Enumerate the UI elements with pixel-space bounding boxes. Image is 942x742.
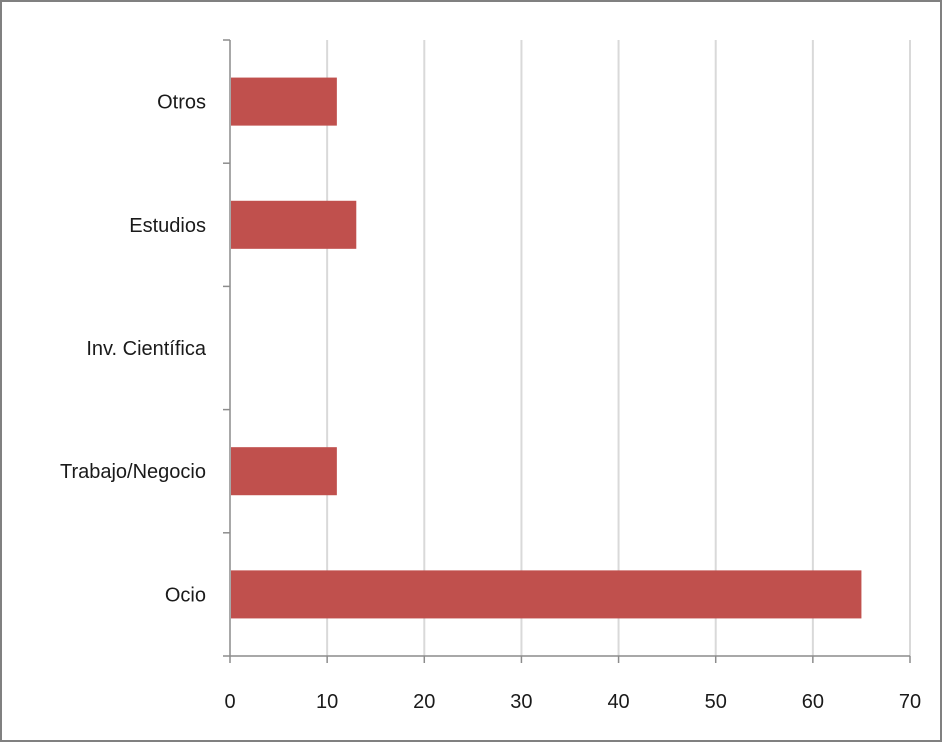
y-category-label: Ocio [165,584,206,606]
tick-labels: 0 10 20 30 40 50 60 70 Ocio Trabajo/Negocio Inv. C… [60,92,921,713]
x-tick-label: 0 [224,691,235,713]
bar-otros [231,77,337,126]
bars [231,77,862,619]
x-tick-label: 10 [316,691,338,713]
x-tick-label: 20 [413,691,435,713]
y-category-label: Otros [157,92,206,114]
y-category-label: Trabajo/Negocio [60,461,206,483]
axes [223,39,911,663]
x-tick-label: 60 [802,691,824,713]
bar-estudios [231,200,357,249]
x-tick-label: 50 [705,691,727,713]
bar-trabajo-negocio [231,447,337,496]
x-tick-label: 70 [899,691,921,713]
x-tick-label: 30 [510,691,532,713]
y-category-label: Estudios [129,215,206,237]
x-tick-label: 40 [607,691,629,713]
gridlines [326,40,911,656]
y-category-label: Inv. Científica [86,338,207,360]
bar-ocio [231,570,862,619]
